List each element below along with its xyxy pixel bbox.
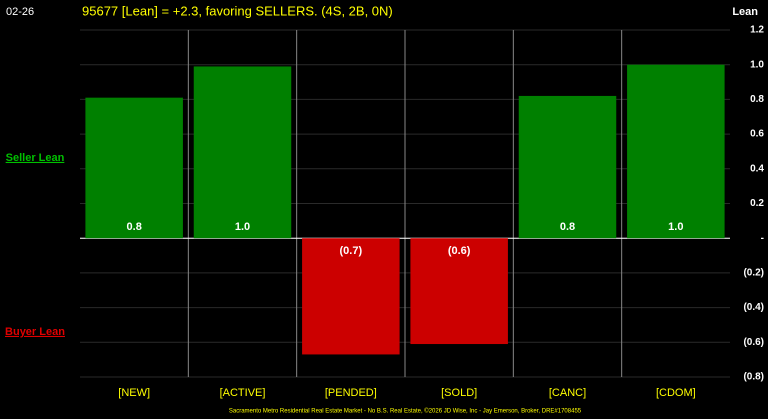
bar <box>518 95 617 239</box>
y-tick-label: 1.2 <box>750 25 764 36</box>
footer: Sacramento Metro Residential Real Estate… <box>229 408 582 415</box>
value-label: 1.0 <box>668 221 683 233</box>
x-tick-label: [NEW] <box>118 387 150 399</box>
x-tick-label: [SOLD] <box>441 387 477 399</box>
bar <box>193 66 292 239</box>
x-tick-label: [CANC] <box>549 387 586 399</box>
value-label: 1.0 <box>235 221 250 233</box>
y-tick-label: (0.8) <box>743 372 764 383</box>
y-tick-label: (0.4) <box>743 302 764 313</box>
bar <box>627 64 725 239</box>
value-label: (0.6) <box>448 245 471 257</box>
y-tick-label: (0.6) <box>743 337 764 348</box>
y-tick-label: (0.2) <box>743 268 764 279</box>
x-tick-label: [CDOM] <box>656 387 696 399</box>
x-tick-label: [PENDED] <box>325 387 377 399</box>
y-axis-label: Lean <box>732 6 758 18</box>
y-tick-label: 1.0 <box>750 59 764 70</box>
value-label: 0.8 <box>127 221 142 233</box>
y-tick-label: 0.8 <box>750 94 764 105</box>
date: 02-26 <box>6 6 34 18</box>
y-tick-label: - <box>761 233 764 244</box>
chart-title: 95677 [Lean] = +2.3, favoring SELLERS. (… <box>82 3 393 18</box>
y-tick-label: 0.4 <box>750 163 764 174</box>
buyer-lean-label: Buyer Lean <box>5 326 65 338</box>
x-tick-label: [ACTIVE] <box>220 387 266 399</box>
bar <box>85 97 183 239</box>
y-tick-label: 0.6 <box>750 129 764 140</box>
value-label: (0.7) <box>340 245 363 257</box>
bar <box>302 238 400 355</box>
seller-lean-label: Seller Lean <box>6 152 65 164</box>
value-label: 0.8 <box>560 221 575 233</box>
bar <box>410 238 508 345</box>
y-tick-label: 0.2 <box>750 198 764 209</box>
